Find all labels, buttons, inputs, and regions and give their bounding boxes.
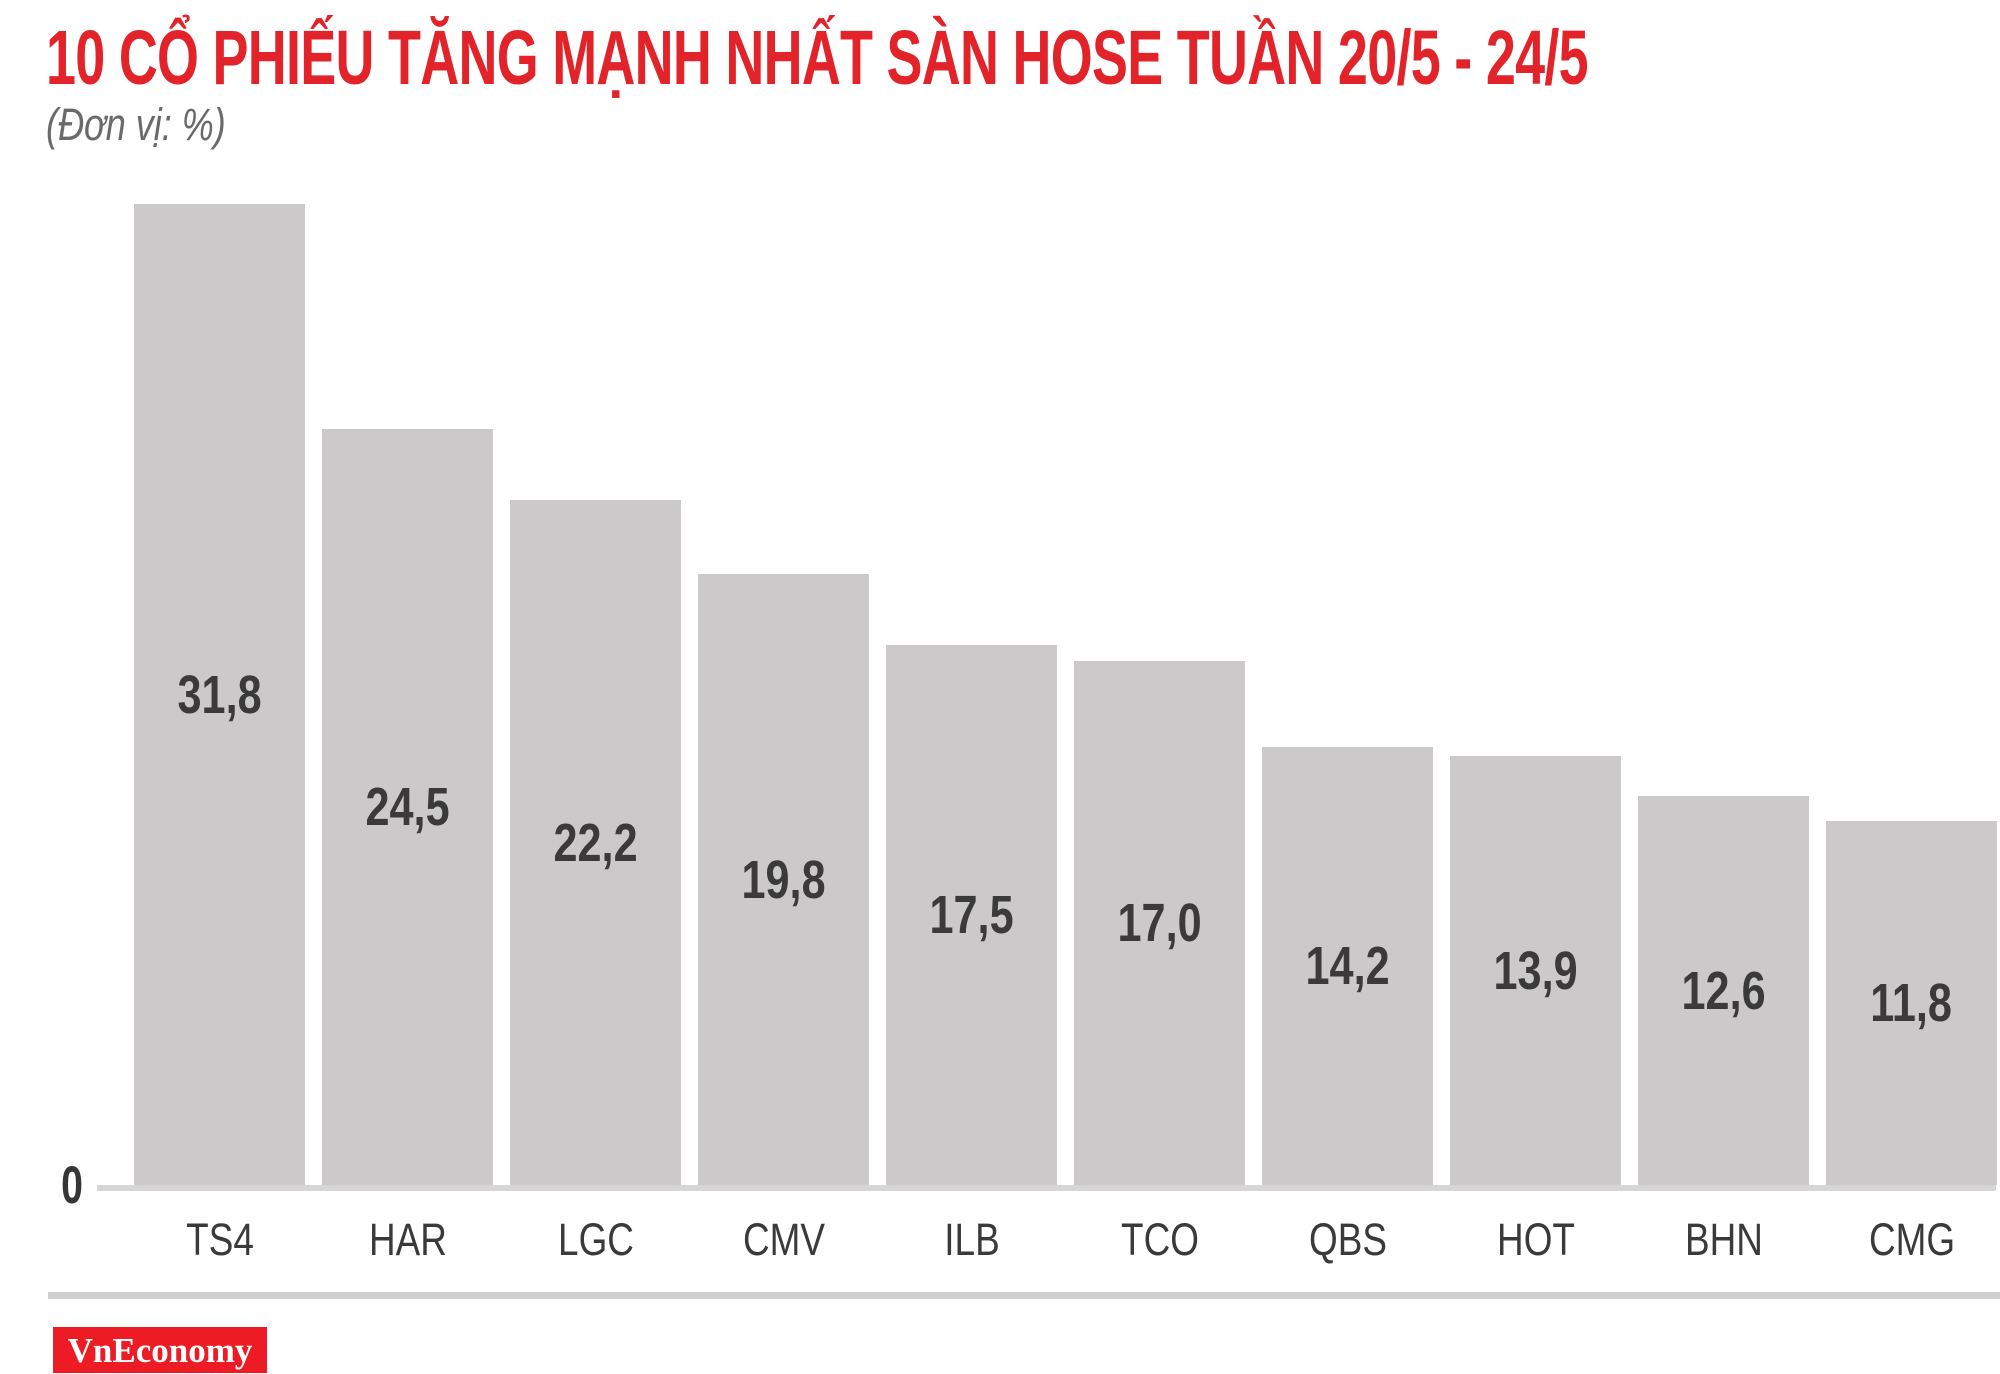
category-label-tco: TCO	[1120, 1214, 1199, 1265]
footer-divider	[48, 1292, 2000, 1299]
bar-ilb: 17,5	[886, 645, 1057, 1185]
category-label-cmv: CMV	[742, 1214, 825, 1265]
bar-value-label: 17,0	[1117, 893, 1202, 953]
bar-tco: 17,0	[1074, 661, 1245, 1185]
bar-value-label: 12,6	[1681, 960, 1766, 1021]
bar-value-label: 24,5	[365, 777, 450, 837]
bar-qbs: 14,2	[1262, 747, 1433, 1185]
bar-value-label: 19,8	[741, 849, 826, 910]
bar-value-label: 11,8	[1870, 973, 1953, 1033]
category-label-cmg: CMG	[1868, 1214, 1955, 1265]
category-label-qbs: QBS	[1308, 1214, 1387, 1265]
bar-value-label: 17,5	[929, 885, 1014, 945]
vneconomy-logo: VnEconomy	[53, 1327, 267, 1373]
category-label-bhn: BHN	[1684, 1214, 1763, 1265]
y-axis-zero-label: 0	[61, 1156, 83, 1215]
category-label-ts4: TS4	[185, 1214, 254, 1265]
category-label-lgc: LGC	[557, 1214, 634, 1265]
bar-bhn: 12,6	[1638, 796, 1809, 1185]
bar-lgc: 22,2	[510, 500, 681, 1185]
bar-value-label: 13,9	[1493, 940, 1578, 1001]
x-axis-baseline	[97, 1185, 1996, 1191]
bar-value-label: 31,8	[177, 664, 262, 725]
category-label-hot: HOT	[1496, 1214, 1575, 1265]
bar-cmv: 19,8	[698, 574, 869, 1185]
category-label-ilb: ILB	[943, 1214, 1000, 1265]
chart-unit-subtitle: (Đơn vị: %)	[46, 99, 226, 150]
bar-value-label: 14,2	[1305, 936, 1390, 996]
bar-hot: 13,9	[1450, 756, 1621, 1185]
category-label-har: HAR	[368, 1214, 447, 1265]
chart-title: 10 CỔ PHIẾU TĂNG MẠNH NHẤT SÀN HOSE TUẦN…	[46, 15, 1589, 101]
bar-cmg: 11,8	[1826, 821, 1997, 1185]
bar-har: 24,5	[322, 429, 493, 1185]
bar-value-label: 22,2	[553, 812, 638, 873]
bar-ts4: 31,8	[134, 204, 305, 1185]
